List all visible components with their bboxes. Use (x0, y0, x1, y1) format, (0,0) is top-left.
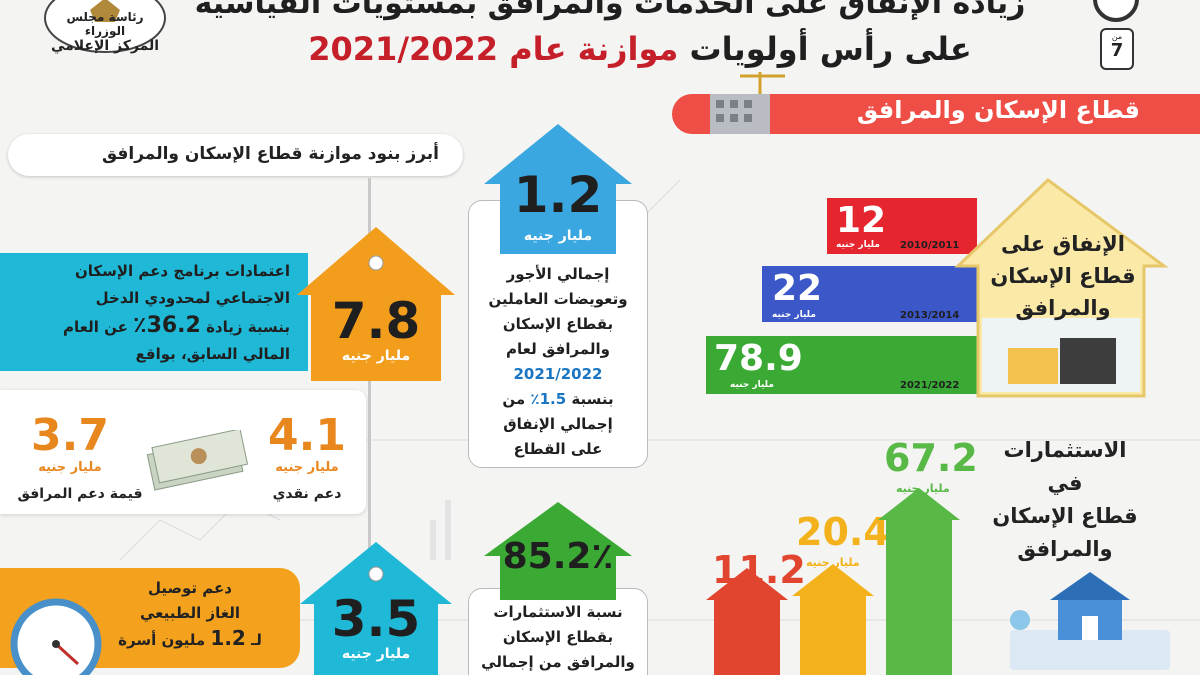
inv-share-line-1: نسبة الاستثمارات (493, 603, 623, 621)
house-spending-icon (954, 178, 1169, 398)
spending-bar-2013 (762, 266, 977, 322)
gas-line-3: لـ 1.2 مليون أسرة (100, 626, 280, 653)
invest-unit-3: مليار جنيه (896, 482, 950, 495)
header-line-2: على رأس أولويات موازنة عام 2021/2022 (300, 30, 980, 68)
wages-line-4: والمرافق لعام (506, 340, 610, 358)
header-highlight: موازنة عام 2021/2022 (308, 30, 679, 68)
program-line-3: بنسبة زيادة 36.2٪ عن العام (0, 312, 290, 341)
money-icon (146, 430, 249, 491)
spending-unit-2021: مليار جنيه (730, 380, 774, 390)
investments-title-4: والمرافق (1017, 537, 1113, 561)
house-7-8-icon (297, 227, 455, 381)
program-line-4: المالي السابق، بواقع (135, 345, 290, 363)
wages-share: 1.5٪ (530, 390, 567, 408)
wages-line-1: إجمالي الأجور (506, 265, 610, 283)
utility-support-value: 3.7 (31, 410, 109, 461)
wages-line-2: وتعويضات العاملين (488, 290, 628, 308)
spending-title-2: قطاع الإسكان (990, 264, 1136, 288)
program-prev-year: عن العام (63, 318, 128, 336)
left-section-title-text: أبرز بنود موازنة قطاع الإسكان والمرافق (101, 144, 439, 164)
spending-bar-2010 (827, 198, 977, 254)
spending-title-1: الإنفاق على (1001, 232, 1125, 256)
wages-tail-1: إجمالي الإنفاق (503, 415, 613, 433)
invest-value-1: 11.2 (712, 548, 806, 592)
page-indicator: من 7 (1100, 28, 1134, 70)
page-total: 7 (1110, 40, 1124, 61)
invest-unit-2: مليار جنيه (806, 556, 860, 569)
cash-support-label: دعم نقدي (272, 486, 342, 502)
cabinet-logo: رئاسة مجلس الوزراء المركز الإعلامي (40, 0, 170, 62)
program-text: اعتمادات برنامج دعم الإسكان الاجتماعي لم… (0, 258, 290, 368)
header-prefix: على رأس أولويات (689, 30, 972, 68)
header-line-1: زيادة الإنفاق على الخدمات والمرافق بمستو… (194, 0, 1026, 21)
cash-support-value: 4.1 (268, 410, 346, 461)
inv-share-line-3: والمرافق من إجمالي (481, 653, 635, 671)
wages-line-3: بقطاع الإسكان (502, 315, 614, 333)
spending-year-2013: 2013/2014 (900, 310, 960, 321)
invest-value-3: 67.2 (884, 436, 978, 480)
gas-value: 3.5 (331, 590, 421, 648)
gas-suffix: مليون أسرة (118, 631, 206, 649)
program-line-2: الاجتماعي لمحدودي الدخل (95, 289, 290, 307)
spending-value-2021: 78.9 (714, 338, 803, 379)
wages-value: 1.2 (513, 166, 603, 224)
gas-unit: مليار جنيه (341, 646, 411, 662)
wages-share-prefix: بنسبة (571, 390, 614, 408)
investments-title-2: في (1047, 471, 1083, 495)
wages-tail-2: على القطاع (513, 440, 603, 458)
house-1-2-icon (484, 124, 632, 254)
investments-title-3: قطاع الإسكان (992, 504, 1138, 528)
house-3-5-icon (300, 542, 452, 675)
investments-title: الاستثمارات في قطاع الإسكان والمرافق (990, 434, 1140, 566)
program-increase-label: بنسبة زيادة (206, 318, 290, 336)
invest-house-1-icon (706, 568, 788, 675)
invest-value-2: 20.4 (796, 510, 890, 554)
gas-text: دعم توصيل الغاز الطبيعي لـ 1.2 مليون أسر… (100, 576, 280, 653)
spending-year-2021: 2021/2022 (900, 380, 960, 391)
spending-unit-2013: مليار جنيه (772, 310, 816, 320)
page-of-label: من (1111, 32, 1123, 41)
logo-top-text: رئاسة مجلس الوزراء (66, 10, 144, 38)
left-connector-line (368, 178, 371, 675)
spending-value-2013: 22 (772, 268, 823, 309)
program-unit: مليار جنيه (341, 348, 411, 364)
spending-bar-2021 (706, 336, 977, 394)
gauge-icon (10, 598, 102, 675)
gas-prefix: لـ (251, 631, 262, 649)
sector-banner-title: قطاع الإسكان والمرافق (856, 96, 1140, 124)
spending-unit-2010: مليار جنيه (836, 240, 880, 250)
investments-share-value: 85.2٪ (502, 536, 614, 577)
wages-year: 2021/2022 (513, 365, 603, 383)
wages-unit: مليار جنيه (523, 228, 593, 244)
wages-text: إجمالي الأجور وتعويضات العاملين بقطاع ال… (472, 262, 644, 462)
program-box (0, 253, 308, 371)
house-85-icon (484, 502, 632, 600)
inv-share-line-2: بقطاع الإسكان (502, 628, 614, 646)
spending-year-2010: 2010/2011 (900, 240, 960, 251)
building-icon (710, 72, 785, 134)
investments-share-text: نسبة الاستثمارات بقطاع الإسكان والمرافق … (472, 600, 644, 675)
program-percent: 36.2٪ (133, 313, 201, 338)
gas-line-1: دعم توصيل (148, 579, 232, 597)
gas-count: 1.2 (210, 626, 246, 650)
utility-support-unit: مليار جنيه (38, 460, 102, 475)
invest-unit-1: مليار جنيه (720, 594, 774, 607)
invest-house-2-icon (792, 564, 874, 675)
spending-title: الإنفاق على قطاع الإسكان والمرافق (978, 228, 1148, 324)
wages-share-line: بنسبة 1.5٪ من (472, 387, 644, 412)
cash-support-unit: مليار جنيه (275, 460, 339, 475)
investments-share-card (468, 588, 648, 675)
left-section-title: أبرز بنود موازنة قطاع الإسكان والمرافق (8, 134, 463, 176)
logo-bottom-text: المركز الإعلامي (50, 38, 160, 54)
spending-title-3: والمرافق (1015, 296, 1111, 320)
spending-value-2010: 12 (836, 200, 887, 241)
utility-support-label: قيمة دعم المرافق (17, 486, 143, 502)
program-line-1: اعتمادات برنامج دعم الإسكان (74, 262, 290, 280)
wages-share-suffix: من (502, 390, 526, 408)
gas-line-2: الغاز الطبيعي (139, 604, 240, 622)
house-model-illustration (1010, 572, 1170, 670)
program-value: 7.8 (331, 292, 421, 350)
investments-title-1: الاستثمارات (1003, 438, 1127, 462)
invest-house-3-icon (878, 488, 960, 675)
